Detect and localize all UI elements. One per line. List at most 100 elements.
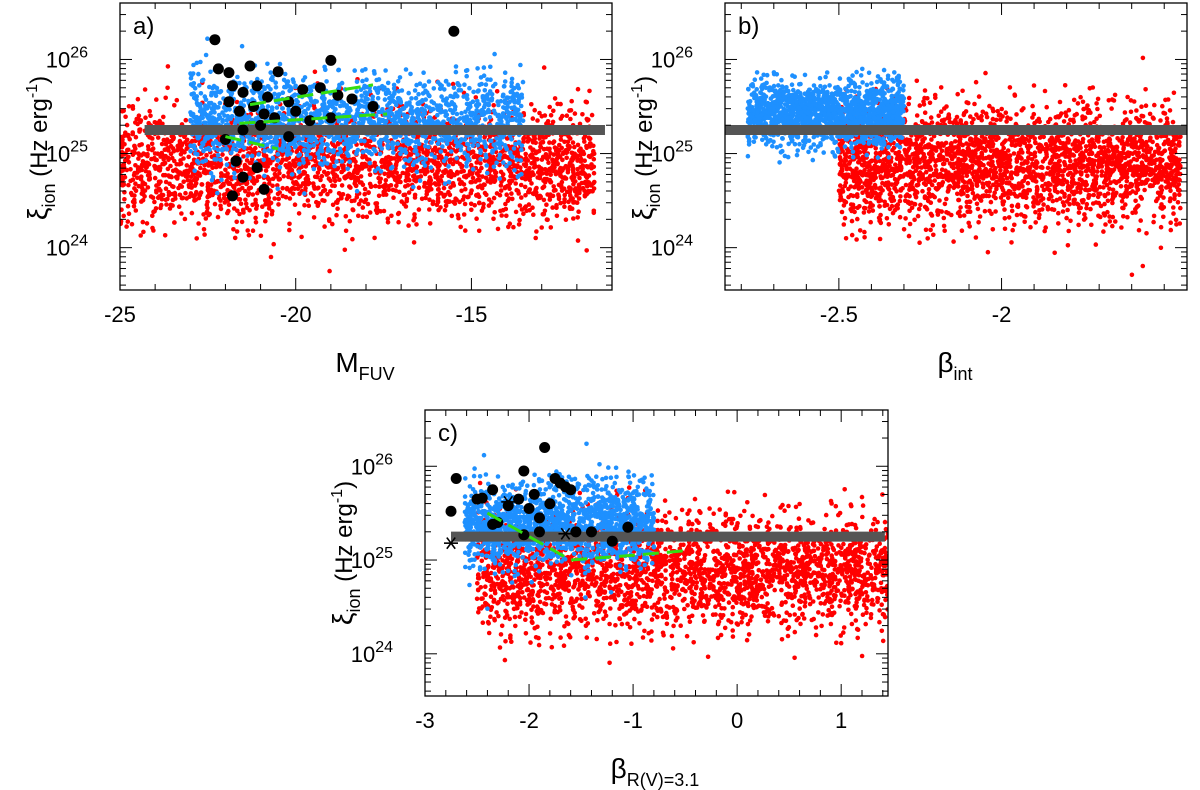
red-point [135,121,140,127]
red-point [196,221,201,226]
red-point [419,147,425,152]
blue-point [189,119,194,124]
red-point [367,210,373,215]
red-point [1073,158,1078,163]
blue-point [493,111,498,116]
blue-point [415,115,421,121]
red-point [345,193,351,199]
blue-point [429,99,435,104]
red-point [120,144,125,150]
red-point [552,96,558,101]
red-point [576,209,581,214]
blue-point [242,81,247,86]
red-point [325,170,331,176]
red-point [538,194,543,200]
red-point [177,140,183,146]
red-point [155,151,160,156]
red-point [554,213,560,219]
red-point [377,179,383,185]
red-point [243,201,249,206]
red-point [504,192,510,197]
blue-point [427,93,432,99]
red-point [554,158,559,164]
red-point [536,164,542,170]
red-point [239,219,245,225]
red-point [302,203,307,208]
blue-point [437,106,442,111]
red-point [450,181,456,187]
red-point [193,175,198,181]
blue-point [208,69,213,75]
red-point [548,225,554,230]
red-point [937,198,942,203]
red-point [225,175,231,180]
blue-point [297,161,302,167]
blue-point [388,99,394,104]
red-point [468,201,474,207]
blue-point [251,90,256,96]
red-point [588,143,593,148]
blue-point [512,105,517,110]
red-point [188,179,193,184]
red-point [260,204,265,209]
blue-point [497,117,502,123]
red-point [490,176,496,182]
red-point [327,218,332,224]
red-point [234,229,240,234]
red-point [561,150,566,155]
blue-point [319,145,324,150]
red-point [172,103,177,108]
red-point [147,108,152,114]
red-point [276,177,282,182]
red-point [343,156,348,162]
red-point [410,173,416,179]
blue-point [194,60,200,66]
red-point [862,235,867,240]
blue-point [481,104,487,110]
red-point [568,193,573,199]
blue-point [464,68,470,73]
red-point [292,186,298,191]
red-point [562,139,567,145]
red-point [369,184,374,189]
red-point [128,190,134,196]
red-point [534,149,540,155]
blue-point [417,81,423,86]
blue-point [275,158,281,163]
red-point [338,192,344,197]
red-point [492,168,497,174]
red-point [153,206,159,211]
red-point [441,169,446,175]
blue-point [360,149,366,155]
red-point [584,99,590,105]
red-point [124,167,130,173]
blue-point [210,118,215,124]
red-point [159,153,165,159]
red-point [541,197,547,203]
red-point [503,206,509,212]
blue-point [224,147,230,152]
blue-point [367,116,373,122]
blue-point [489,96,495,101]
blue-point [299,104,304,110]
red-point [578,152,583,158]
blue-point [203,120,208,126]
red-point [216,195,222,201]
blue-point [464,101,470,107]
blue-point [227,107,232,112]
blue-point [240,143,245,149]
blue-point [300,136,306,141]
red-point [206,163,211,168]
red-point [320,188,326,194]
blue-point [413,144,418,150]
red-point [498,188,504,193]
blue-point [412,148,418,154]
red-point [149,141,155,147]
red-point [122,158,128,163]
observed-point [262,91,274,103]
red-point [331,175,337,181]
red-point [436,178,442,184]
blue-point [481,65,487,70]
blue-point [516,139,522,145]
blue-point [506,114,511,119]
